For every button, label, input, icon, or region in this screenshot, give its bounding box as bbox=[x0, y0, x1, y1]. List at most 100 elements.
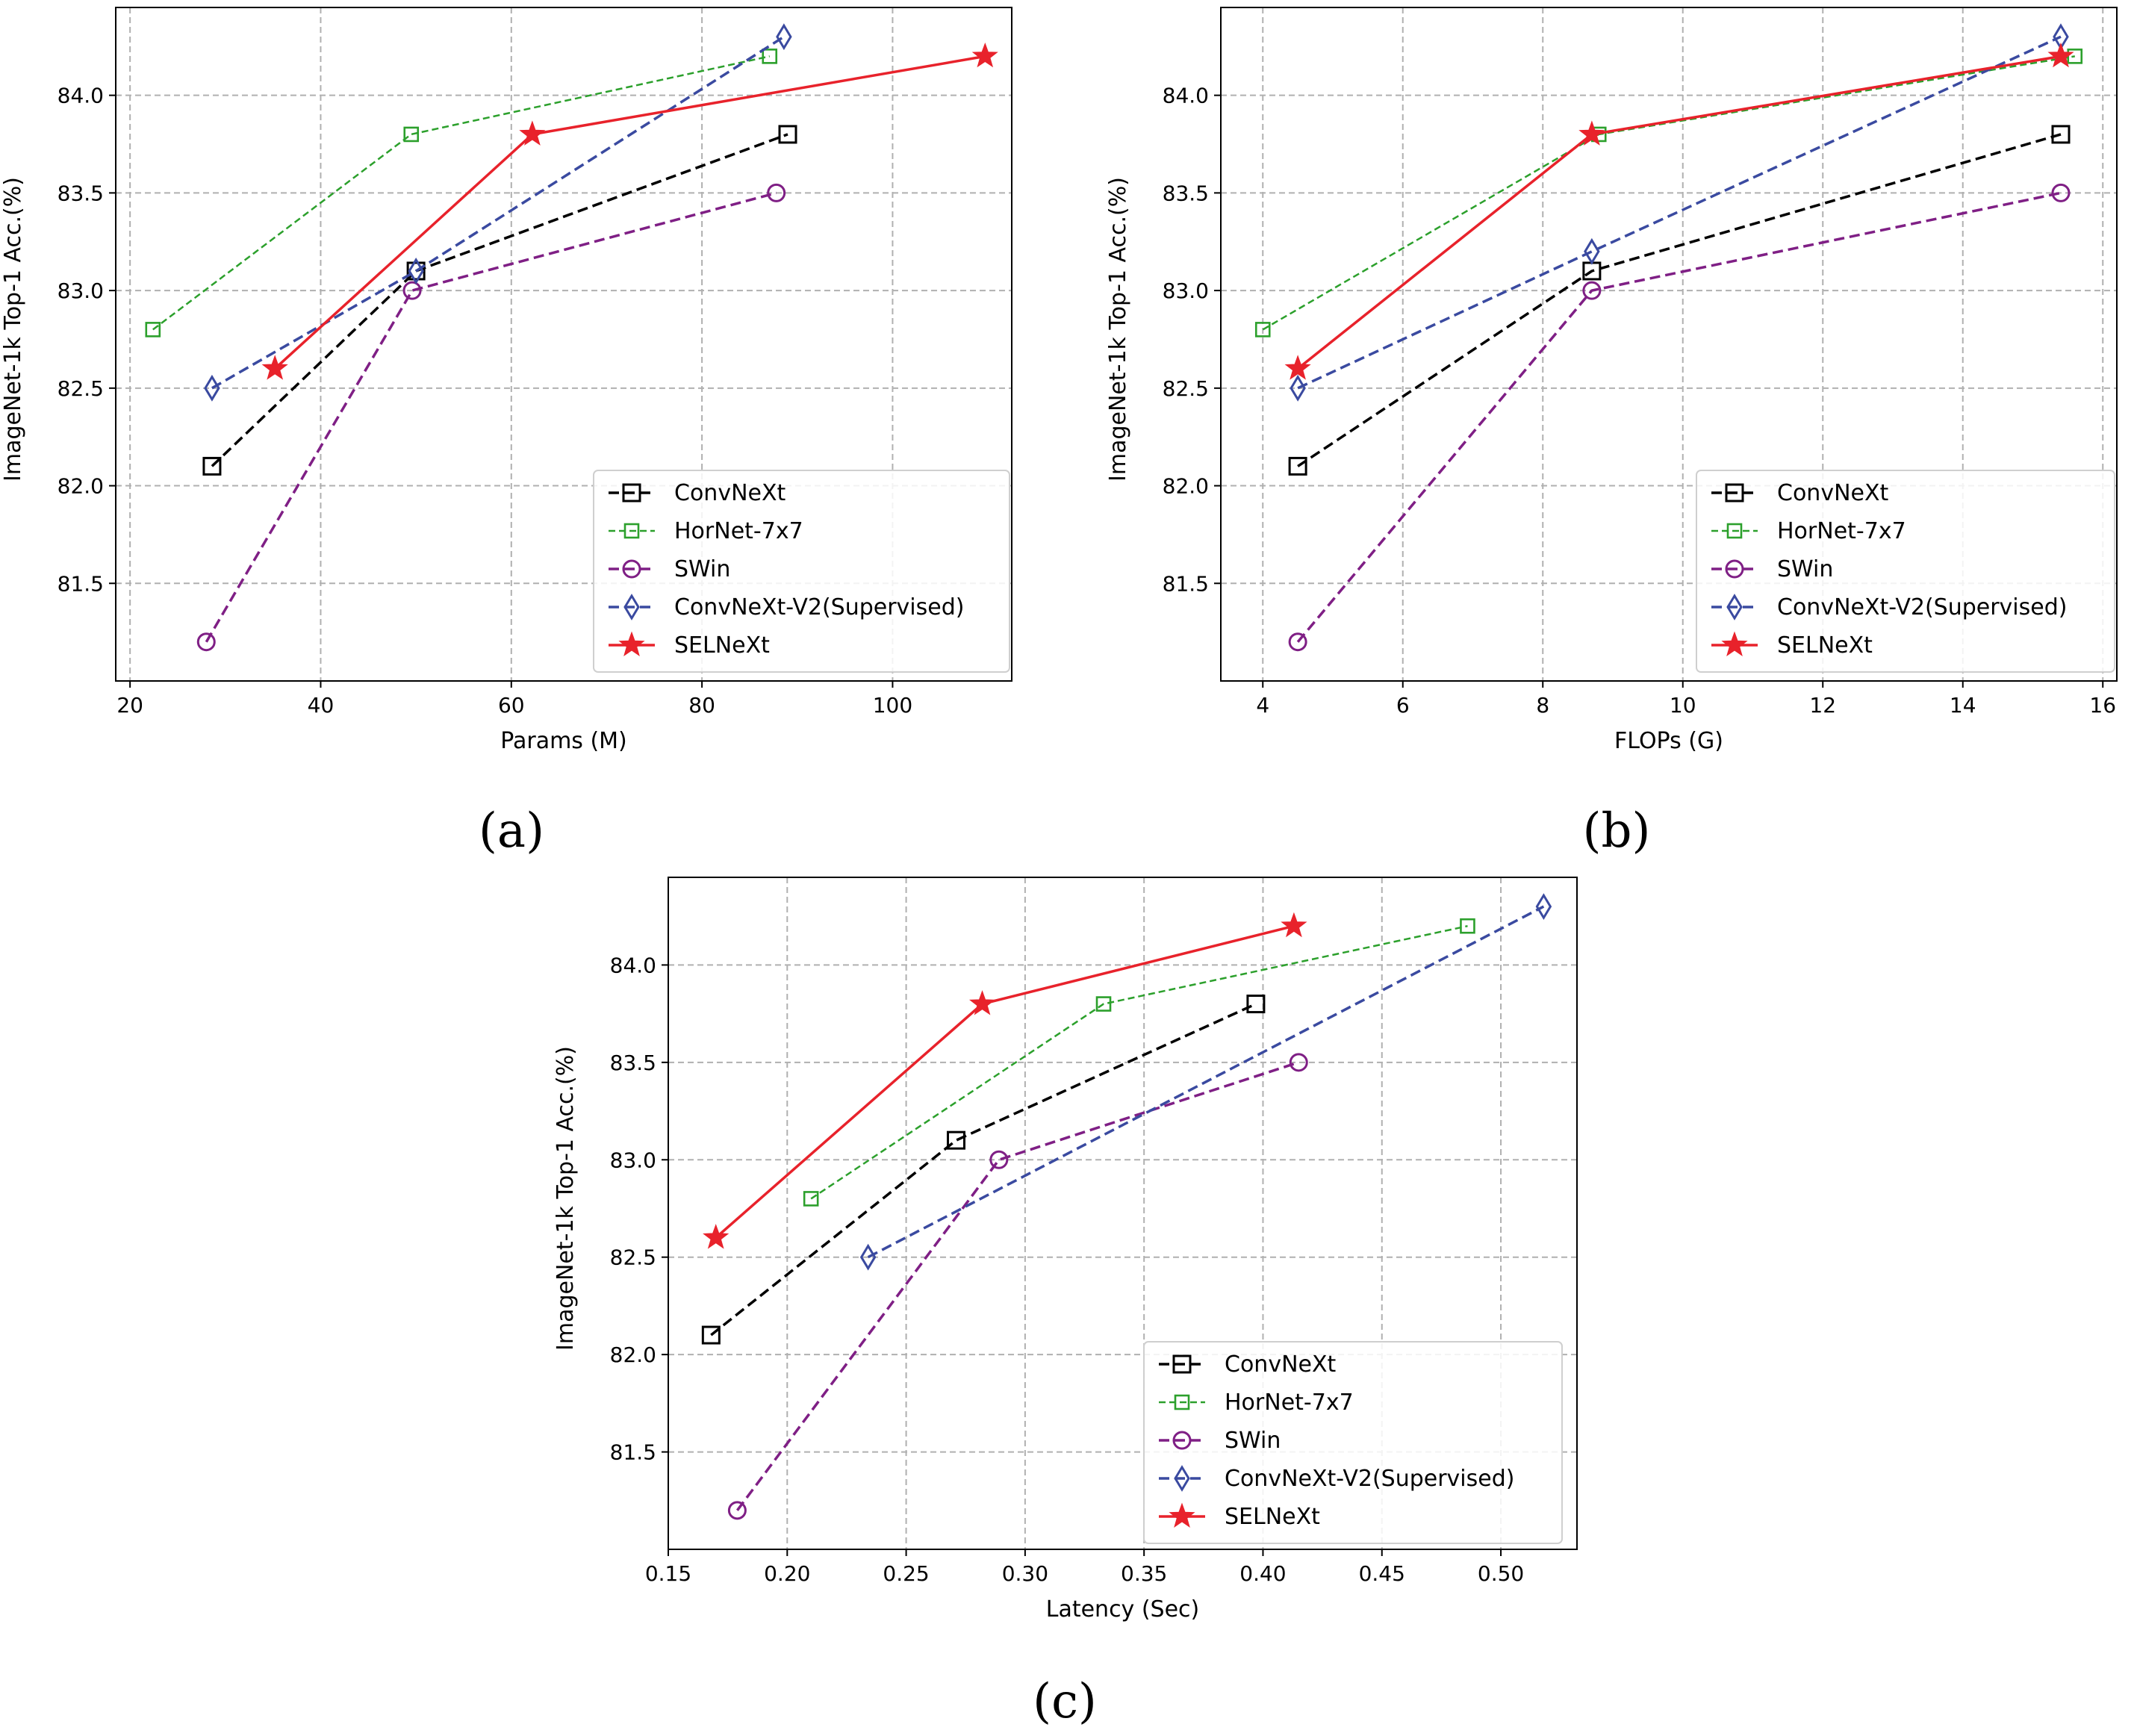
legend-label: HorNet-7x7 bbox=[674, 518, 803, 544]
y-tick-label: 83.5 bbox=[610, 1051, 656, 1075]
x-tick-label: 0.35 bbox=[1121, 1561, 1167, 1586]
data-point bbox=[971, 42, 998, 68]
x-tick-label: 4 bbox=[1256, 693, 1269, 718]
legend-marker bbox=[1725, 483, 1744, 503]
series-convnext-v2-supervised- bbox=[204, 23, 792, 402]
legend-label: SELNeXt bbox=[1777, 632, 1873, 659]
data-point bbox=[727, 1501, 747, 1520]
data-point bbox=[1246, 995, 1266, 1014]
series-line bbox=[810, 924, 1468, 1200]
y-tick-label: 82.0 bbox=[610, 1343, 656, 1367]
data-point bbox=[1535, 893, 1552, 921]
legend-label: SELNeXt bbox=[1225, 1504, 1320, 1530]
legend-marker bbox=[618, 631, 645, 656]
legend: ConvNeXt HorNet-7x7 SWin ConvNeXt-V2(Superv… bbox=[1143, 1341, 1563, 1544]
legend-label: SWin bbox=[674, 556, 730, 582]
legend-marker bbox=[622, 559, 641, 579]
grid-lines bbox=[116, 7, 1012, 681]
series-hornet-7x7 bbox=[145, 49, 778, 337]
data-point bbox=[803, 1191, 819, 1207]
y-tick-label: 83.0 bbox=[1163, 279, 1209, 303]
plot-frame bbox=[115, 7, 1012, 682]
legend-marker bbox=[1726, 594, 1743, 620]
caption-a: (a) bbox=[479, 803, 544, 859]
y-tick-label: 83.5 bbox=[1163, 181, 1209, 205]
legend-marker bbox=[622, 483, 641, 503]
legend-label: SWin bbox=[1777, 556, 1833, 582]
series-line bbox=[1297, 35, 2062, 390]
chart-panel-c: 0.15 0.20 0.25 0.30 0.35 0.40 0.45 0.50 81.5 82.0… bbox=[553, 877, 1578, 1623]
data-point bbox=[2051, 125, 2071, 144]
data-point bbox=[969, 990, 996, 1015]
series-line bbox=[211, 35, 785, 390]
x-tick-label: 40 bbox=[308, 693, 335, 718]
y-tick-label: 84.0 bbox=[57, 84, 104, 108]
series-line bbox=[274, 55, 986, 370]
legend-marker bbox=[1721, 631, 1748, 656]
series-convnext-v2-supervised- bbox=[1290, 23, 2069, 402]
series-line bbox=[710, 1003, 1257, 1337]
data-point bbox=[145, 322, 161, 337]
data-point bbox=[1288, 632, 1307, 652]
grid-lines bbox=[668, 877, 1577, 1549]
data-point bbox=[1578, 120, 1605, 146]
series-line bbox=[867, 905, 1545, 1259]
x-tick-label: 0.25 bbox=[883, 1561, 929, 1586]
caption-c: (c) bbox=[1033, 1674, 1097, 1729]
legend-marker bbox=[1172, 1354, 1192, 1374]
data-point bbox=[196, 632, 216, 652]
x-tick-label: 0.15 bbox=[645, 1561, 691, 1586]
series-swin bbox=[727, 1053, 1308, 1520]
plot-frame bbox=[668, 877, 1578, 1550]
data-point bbox=[402, 281, 422, 300]
data-point bbox=[1281, 912, 1307, 938]
data-point bbox=[778, 125, 797, 144]
data-point bbox=[202, 456, 222, 476]
series-line bbox=[1297, 133, 2062, 467]
legend-label: SELNeXt bbox=[674, 632, 770, 659]
data-point bbox=[261, 355, 288, 380]
data-point bbox=[776, 23, 792, 51]
x-axis-label: Latency (Sec) bbox=[1046, 1596, 1200, 1623]
x-tick-label: 20 bbox=[116, 693, 143, 718]
data-point bbox=[408, 258, 424, 284]
y-tick-label: 84.0 bbox=[610, 953, 656, 977]
x-tick-label: 12 bbox=[1809, 693, 1836, 718]
data-point bbox=[989, 1150, 1009, 1169]
data-point bbox=[1289, 1053, 1308, 1072]
legend-marker bbox=[1172, 1431, 1192, 1450]
x-tick-label: 100 bbox=[873, 693, 912, 718]
legend-label: HorNet-7x7 bbox=[1777, 518, 1906, 544]
x-tick-label: 10 bbox=[1670, 693, 1696, 718]
x-tick-label: 16 bbox=[2089, 693, 2116, 718]
series-selnext bbox=[703, 912, 1307, 1249]
y-tick-label: 82.5 bbox=[57, 376, 104, 401]
y-tick-label: 83.5 bbox=[57, 181, 104, 205]
data-point bbox=[406, 261, 426, 281]
x-tick-label: 14 bbox=[1950, 693, 1976, 718]
series-line bbox=[735, 1061, 1299, 1511]
legend-label: SWin bbox=[1225, 1428, 1281, 1454]
chart-panel-b: 4 6 8 10 12 14 16 81.5 82.0 82.5 83.0 83.5 84.0 FLOPs… bbox=[1105, 7, 2118, 754]
legend-marker bbox=[1726, 523, 1743, 539]
legend-box bbox=[1143, 1341, 1563, 1544]
y-axis-label: ImageNet-1k Top-1 Acc.(%) bbox=[1105, 177, 1131, 482]
series-convnext bbox=[701, 995, 1266, 1345]
y-tick-label: 84.0 bbox=[1163, 84, 1209, 108]
series-line bbox=[1297, 55, 2062, 370]
legend-marker bbox=[1169, 1502, 1195, 1528]
series-line bbox=[205, 191, 777, 643]
legend-marker bbox=[623, 594, 640, 620]
series-convnext bbox=[1288, 125, 2071, 476]
y-tick-label: 83.0 bbox=[57, 279, 104, 303]
y-tick-label: 83.0 bbox=[610, 1148, 656, 1172]
x-tick-label: 80 bbox=[688, 693, 715, 718]
legend: ConvNeXt HorNet-7x7 SWin ConvNeXt-V2(Superv… bbox=[1696, 470, 2115, 673]
series-line bbox=[152, 55, 770, 331]
x-tick-label: 0.20 bbox=[764, 1561, 810, 1586]
legend-marker bbox=[1725, 559, 1744, 579]
x-tick-label: 0.30 bbox=[1002, 1561, 1048, 1586]
y-tick-label: 82.0 bbox=[57, 474, 104, 499]
legend-label: ConvNeXt-V2(Supervised) bbox=[1225, 1466, 1514, 1492]
